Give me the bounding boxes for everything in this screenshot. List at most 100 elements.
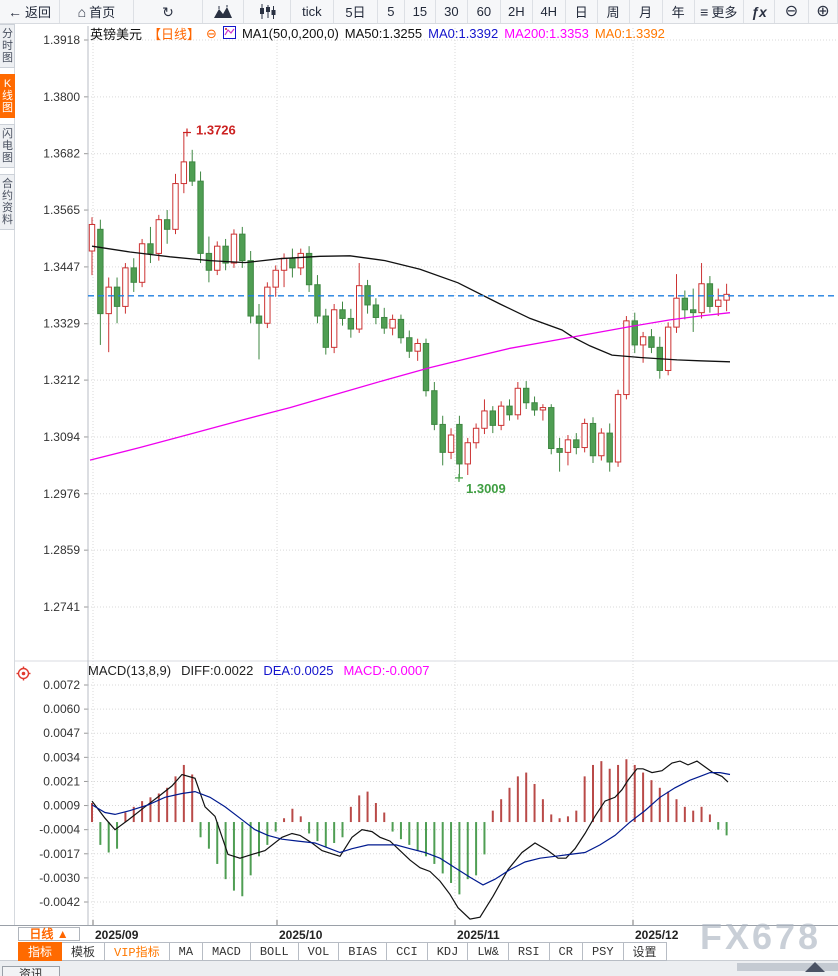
sidebar-tab-合约资料[interactable]: 合约资料: [0, 174, 15, 230]
indicator-tab-模板[interactable]: 模板: [62, 942, 106, 961]
toolbar-更多[interactable]: ≡ 更多: [695, 0, 744, 23]
toolbar-area-chart-button[interactable]: [203, 0, 245, 23]
indicator-tab-RSI[interactable]: RSI: [508, 942, 550, 961]
candle-body: [464, 442, 471, 465]
scroll-up-arrow[interactable]: [805, 962, 825, 972]
indicator-tab-指标[interactable]: 指标: [18, 942, 63, 961]
x-axis-month-label: 2025/10: [279, 928, 323, 942]
toolbar-candles-button[interactable]: [244, 0, 291, 23]
y-axis-price-label: 1.3447: [43, 260, 80, 274]
indicator-tab-VOL[interactable]: VOL: [298, 942, 340, 961]
toolbar-月[interactable]: 月: [630, 0, 663, 23]
candle-body: [322, 315, 330, 348]
x-axis-row: 日线 ▲ 2025/09 2025/10 2025/11 2025/12: [0, 925, 838, 942]
candle-body: [447, 434, 455, 453]
candle-body: [489, 410, 497, 426]
toolbar-item-label: 30: [444, 4, 459, 19]
toolbar-日[interactable]: 日: [566, 0, 598, 23]
indicator-tab-设置[interactable]: 设置: [623, 942, 667, 961]
y-axis-price-label: 1.3565: [43, 203, 80, 217]
indicator-tab-VIP指标[interactable]: VIP指标: [105, 942, 170, 961]
indicator-tab-PSY[interactable]: PSY: [582, 942, 624, 961]
indicator-icon[interactable]: [222, 25, 236, 42]
toolbar-4H[interactable]: 4H: [533, 0, 566, 23]
toolbar-30[interactable]: 30: [436, 0, 468, 23]
candle-body: [631, 320, 638, 346]
toolbar-tick[interactable]: tick: [291, 0, 335, 23]
candle-body: [472, 427, 480, 444]
candle-body: [681, 297, 689, 311]
candle-body: [88, 224, 96, 252]
candle-body: [264, 286, 271, 324]
candle-body: [648, 336, 655, 348]
toolbar-item-label: 月: [639, 5, 653, 20]
bottom-strip: 资讯: [0, 961, 838, 976]
toolbar-fx-button[interactable]: ƒx: [744, 0, 775, 23]
sidebar-tab-分时图[interactable]: 分时图: [0, 24, 15, 68]
indicator-tab-BOLL[interactable]: BOLL: [250, 942, 299, 961]
toolbar-5日[interactable]: 5日: [334, 0, 378, 23]
candle-body: [272, 269, 279, 288]
candlestick-icon: [259, 4, 276, 19]
y-axis-price-label: 1.2741: [43, 600, 80, 614]
toolbar-返回[interactable]: ← 返回: [0, 0, 61, 23]
toolbar-item-label: 5: [387, 4, 395, 19]
candle-body: [97, 228, 104, 315]
candle-body: [506, 405, 513, 416]
toolbar-2H[interactable]: 2H: [501, 0, 533, 23]
toolbar-年[interactable]: 年: [663, 0, 695, 23]
indicator-settings-icon[interactable]: [16, 666, 31, 686]
indicator-tab-KDJ[interactable]: KDJ: [427, 942, 469, 961]
candle-body: [189, 161, 196, 182]
indicator-tab-CR[interactable]: CR: [549, 942, 583, 961]
indicator-tab-LW&[interactable]: LW&: [468, 942, 509, 961]
candle-body: [673, 297, 680, 328]
sidebar-tab-闪电图[interactable]: 闪电图: [0, 124, 15, 168]
y-axis-price-label: 1.3094: [43, 430, 80, 444]
area-chart-icon: [214, 4, 233, 18]
period-dropdown-button[interactable]: 日线 ▲: [18, 927, 80, 941]
indicator-tab-MA[interactable]: MA: [169, 942, 204, 961]
period-toggle-icon[interactable]: ⊖: [206, 25, 217, 41]
period-label: 【日线】: [148, 27, 201, 42]
toolbar-15[interactable]: 15: [405, 0, 436, 23]
toolbar-5[interactable]: 5: [378, 0, 405, 23]
candle-body: [481, 410, 488, 429]
candle-body: [531, 402, 538, 411]
toolbar-首页[interactable]: ⌂ 首页: [60, 0, 134, 23]
toolbar-item-label: tick: [302, 4, 322, 19]
toolbar-60[interactable]: 60: [468, 0, 501, 23]
candle-body: [255, 315, 263, 324]
horizontal-scrollbar[interactable]: [737, 963, 838, 971]
sidebar-tab-char: 电: [2, 140, 13, 152]
tab-news[interactable]: 资讯: [2, 966, 60, 976]
toolbar-周[interactable]: 周: [598, 0, 630, 23]
indicator-tab-MACD[interactable]: MACD: [203, 942, 251, 961]
sidebar-tab-char: 图: [2, 52, 13, 64]
sidebar-tab-char: 资: [2, 202, 13, 214]
y-axis-macd-label: -0.0004: [39, 823, 80, 837]
toolbar-item-label: 5日: [345, 5, 366, 20]
y-axis-macd-label: -0.0042: [39, 895, 80, 909]
indicator-tab-BIAS[interactable]: BIAS: [339, 942, 388, 961]
x-axis-month-label: 2025/09: [95, 928, 139, 942]
y-axis-macd-label: 0.0034: [43, 750, 80, 764]
candle-body: [397, 318, 405, 339]
zoom-in-icon: ⊕: [816, 2, 830, 20]
toolbar-zoom-out-button[interactable]: ⊖: [775, 0, 809, 23]
indicator-tab-CCI[interactable]: CCI: [387, 942, 428, 961]
candle-body: [214, 245, 221, 271]
toolbar-refresh-button[interactable]: ↻: [134, 0, 204, 23]
ma50-value: MA50:1.3255: [344, 26, 423, 41]
candle-body: [280, 257, 288, 271]
sidebar-tab-char: K: [3, 78, 12, 90]
ma-settings-label: MA1(50,0,200,0): [241, 26, 339, 41]
y-axis-price-label: 1.3800: [43, 90, 80, 104]
candle-body: [172, 183, 179, 230]
toolbar-zoom-in-button[interactable]: ⊕: [809, 0, 838, 23]
candle-body: [422, 342, 430, 392]
candle-body: [330, 309, 338, 348]
sidebar-tab-char: 分: [2, 28, 13, 40]
